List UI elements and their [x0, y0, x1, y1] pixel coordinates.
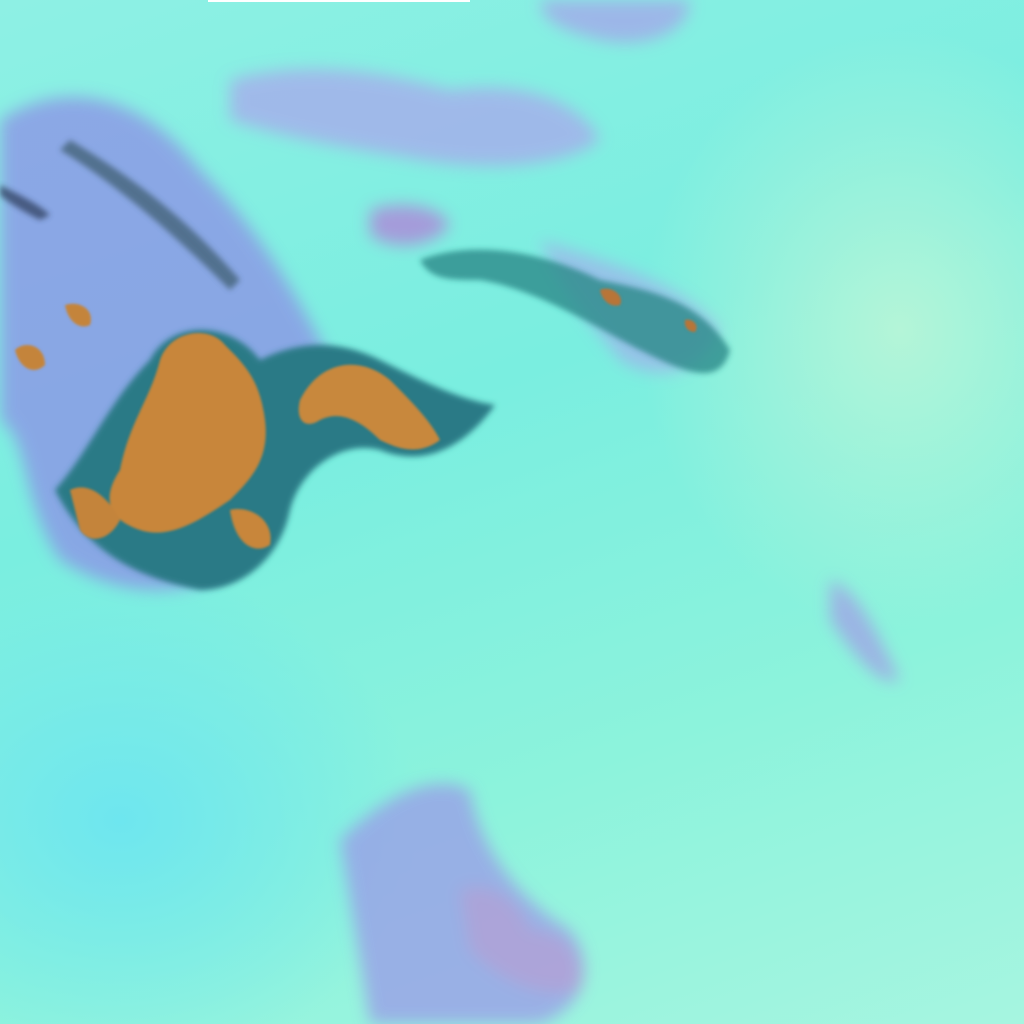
top-edge-strip — [208, 0, 470, 2]
core-cell-east — [600, 288, 621, 306]
core-south-lobe — [230, 509, 271, 549]
cloud-north — [230, 69, 600, 166]
core-west-small — [65, 303, 91, 327]
convective-cores — [15, 249, 730, 590]
cloud-south-purple — [460, 887, 582, 993]
streak — [60, 140, 240, 290]
core-west-small — [15, 345, 45, 370]
dark-streaks — [0, 140, 240, 290]
cloud-north-purple — [370, 205, 450, 246]
core-edge-east — [420, 249, 730, 374]
core-southwest — [70, 487, 120, 539]
cloud-east-streak — [830, 580, 900, 682]
core-main — [109, 333, 266, 533]
streak — [0, 185, 50, 220]
core-cell-east — [684, 319, 697, 332]
cloud-top-center — [540, 0, 690, 43]
core-east-lobe — [298, 364, 440, 450]
